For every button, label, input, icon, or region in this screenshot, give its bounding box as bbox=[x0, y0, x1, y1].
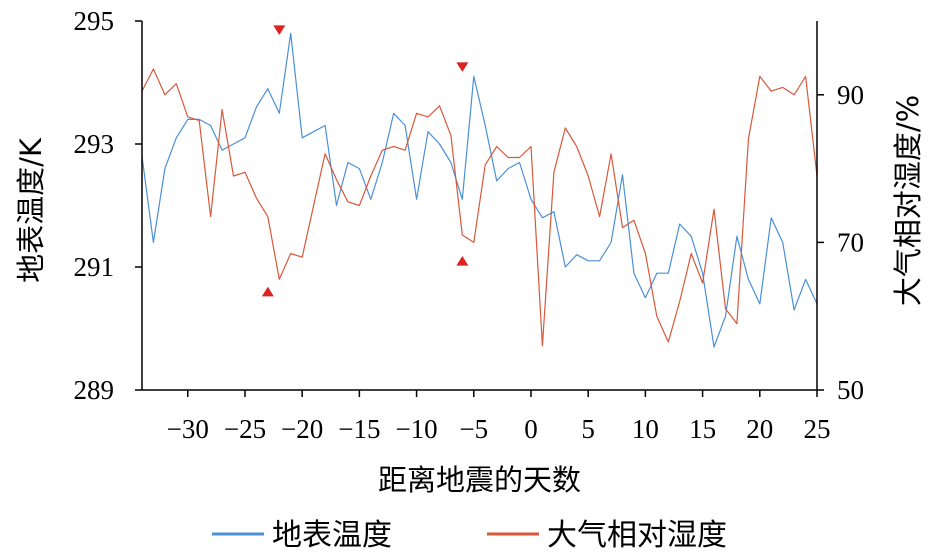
x-tick-label: 0 bbox=[524, 414, 538, 444]
x-axis-title: 距离地震的天数 bbox=[378, 463, 581, 497]
x-tick-label: −20 bbox=[281, 414, 323, 444]
right-y-tick-label: 90 bbox=[837, 80, 864, 110]
x-tick-label: 5 bbox=[581, 414, 595, 444]
left-y-axis-title: 地表温度/K bbox=[14, 137, 48, 283]
left-y-tick-label: 293 bbox=[74, 129, 115, 159]
anomaly-marker-up bbox=[261, 286, 274, 297]
right-y-axis-title: 大气相对湿度/% bbox=[891, 95, 925, 306]
anomaly-marker-up bbox=[456, 256, 469, 266]
x-tick-label: 20 bbox=[746, 414, 773, 444]
right-y-tick-label: 70 bbox=[837, 227, 864, 257]
annotation-markers bbox=[261, 25, 469, 297]
anomaly-marker-down bbox=[456, 62, 469, 72]
legend-label-surface-temperature: 地表温度 bbox=[272, 518, 392, 553]
left-y-tick-label: 295 bbox=[74, 6, 115, 36]
x-tick-label: −25 bbox=[224, 414, 266, 444]
series-line-surface-temperature bbox=[141, 32, 818, 348]
axes bbox=[141, 21, 818, 391]
x-tick-label: −5 bbox=[459, 414, 488, 444]
left-y-tick-label: 289 bbox=[74, 375, 115, 405]
x-tick-label: −15 bbox=[338, 414, 380, 444]
x-tick-label: −30 bbox=[167, 414, 209, 444]
legend-label-relative-humidity: 大气相对湿度 bbox=[547, 518, 727, 553]
series-line-relative-humidity bbox=[141, 68, 818, 347]
x-tick-label: 15 bbox=[689, 414, 716, 444]
left-y-tick-label: 291 bbox=[74, 252, 115, 282]
anomaly-marker-down bbox=[273, 25, 286, 36]
legend: 地表温度 大气相对湿度 bbox=[212, 518, 727, 553]
ticks: 289 291 293 295 50 70 90 −30 −25 −20 −15 −10 −5 0 5 10 1… bbox=[74, 6, 865, 444]
plot-lines bbox=[141, 32, 818, 348]
x-tick-label: 25 bbox=[804, 414, 831, 444]
right-y-tick-label: 50 bbox=[837, 375, 864, 405]
x-tick-label: 10 bbox=[632, 414, 659, 444]
x-tick-label: −10 bbox=[395, 414, 437, 444]
